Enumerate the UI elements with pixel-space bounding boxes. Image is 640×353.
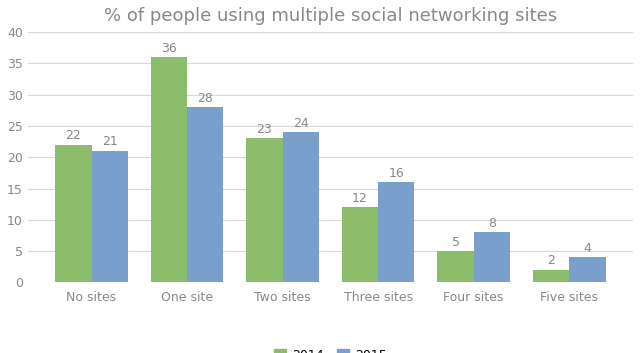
Legend: 2014, 2015: 2014, 2015 (269, 344, 392, 353)
Bar (151, 57, 187, 282)
Text: 16: 16 (388, 167, 404, 180)
Text: 2: 2 (547, 255, 555, 267)
Text: 24: 24 (293, 117, 308, 130)
Text: 36: 36 (161, 42, 177, 55)
Bar (92, 151, 128, 282)
Bar (437, 251, 474, 282)
Text: 12: 12 (352, 192, 368, 205)
Bar (474, 232, 510, 282)
Text: 4: 4 (584, 242, 591, 255)
Text: 23: 23 (257, 123, 272, 136)
Text: 28: 28 (197, 92, 213, 104)
Bar (246, 138, 283, 282)
Text: 21: 21 (102, 136, 118, 149)
Bar (342, 207, 378, 282)
Text: 22: 22 (65, 129, 81, 142)
Title: % of people using multiple social networking sites: % of people using multiple social networ… (104, 7, 557, 25)
Bar (569, 257, 605, 282)
Bar (378, 182, 415, 282)
Bar (187, 107, 223, 282)
Text: 5: 5 (452, 235, 460, 249)
Bar (533, 270, 569, 282)
Bar (283, 132, 319, 282)
Text: 8: 8 (488, 217, 496, 230)
Bar (55, 145, 92, 282)
